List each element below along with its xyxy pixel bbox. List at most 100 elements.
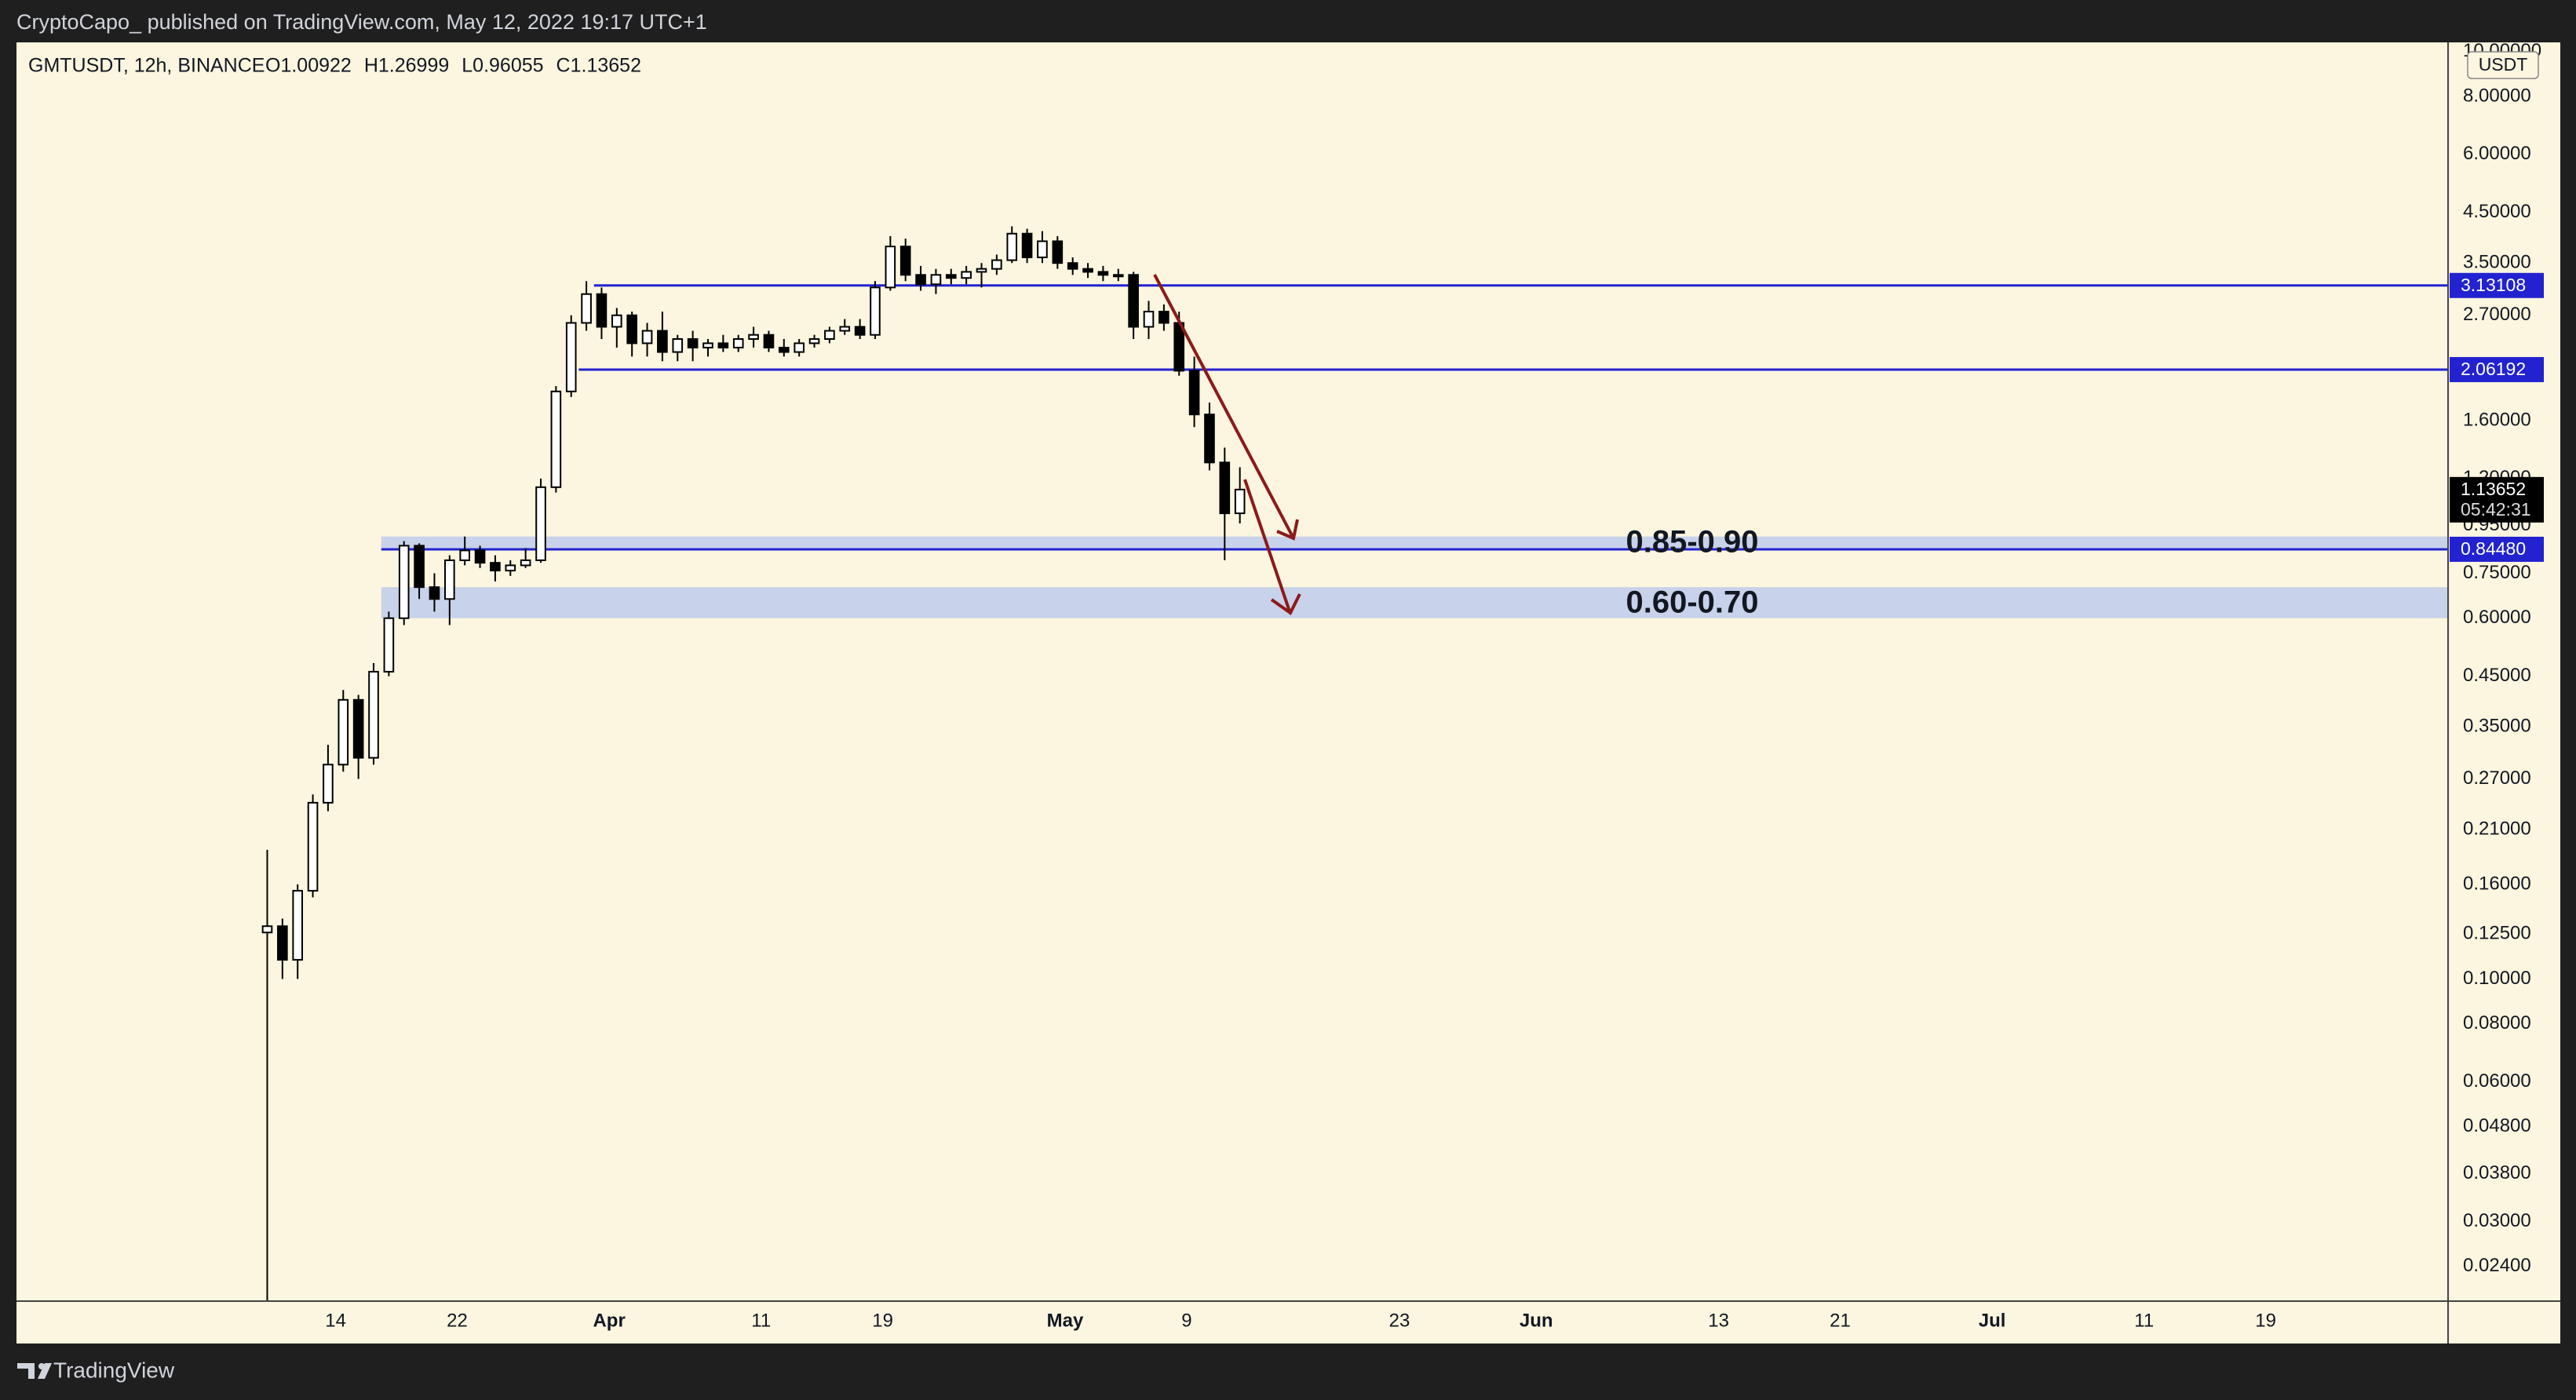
candle-body <box>338 698 349 766</box>
arrow-head <box>1270 593 1301 615</box>
candle-body <box>702 342 713 348</box>
y-tick-label: 0.16000 <box>2463 873 2531 894</box>
y-tick-label: 0.03800 <box>2463 1162 2531 1183</box>
y-tick-label: 0.45000 <box>2463 665 2531 686</box>
publisher: CryptoCapo_ published on TradingView.com… <box>16 10 707 34</box>
candle-body <box>748 334 759 341</box>
logo <box>38 1363 45 1369</box>
candle-body <box>261 925 273 934</box>
zone-label: 0.85-0.90 <box>1626 525 1758 560</box>
candle-body <box>581 293 592 324</box>
candle-body <box>1006 232 1018 261</box>
brand: TradingView <box>17 1358 175 1382</box>
candle-body <box>398 545 410 619</box>
candle-body <box>307 801 319 892</box>
candle-body <box>1234 488 1246 515</box>
candle-body <box>611 314 622 328</box>
arrow <box>1153 274 1294 538</box>
price-box <box>2450 356 2544 382</box>
x-tick-label: Jul <box>1979 1310 2006 1331</box>
x-tick-label: 9 <box>1181 1310 1191 1331</box>
y-tick-label: 4.50000 <box>2463 201 2531 222</box>
candle-body <box>596 293 608 328</box>
candle-body <box>277 925 288 961</box>
candle-body <box>915 274 926 286</box>
candle-body <box>641 330 653 345</box>
y-tick-label: 0.60000 <box>2463 607 2531 628</box>
candle-body <box>626 314 637 345</box>
y-tick-label: 0.03000 <box>2463 1210 2531 1231</box>
candle-body <box>490 562 501 572</box>
candle-body <box>839 326 851 332</box>
candle-body <box>368 670 379 759</box>
candle-body <box>550 390 562 488</box>
y-tick-label: 2.70000 <box>2463 304 2531 325</box>
candle-body <box>459 549 471 561</box>
price-box-label: 2.06192 <box>2461 359 2526 379</box>
candle-body <box>870 286 881 336</box>
candle-body <box>732 338 744 348</box>
candle-body <box>1052 240 1064 264</box>
candle-body <box>854 326 866 336</box>
candle-body <box>429 586 440 600</box>
y-tick-label: 0.27000 <box>2463 767 2531 789</box>
price-box-label: 3.13108 <box>2461 275 2526 295</box>
candle-body <box>1021 232 1033 258</box>
last-price-box <box>2450 476 2544 523</box>
candle-body <box>778 346 790 353</box>
x-tick-label: 19 <box>872 1310 893 1331</box>
y-tick-label: 0.10000 <box>2463 968 2531 989</box>
candle-body <box>794 342 805 353</box>
y-tick-label: 0.06000 <box>2463 1070 2531 1092</box>
y-tick-label: 0.02400 <box>2463 1255 2531 1276</box>
candle-body <box>292 890 304 961</box>
countdown: 05:42:31 <box>2461 499 2531 520</box>
ohlc-value: L0.96055 <box>462 55 543 77</box>
candle-body <box>1188 370 1200 416</box>
candle-body <box>763 334 775 348</box>
x-tick-label: 11 <box>2134 1310 2154 1331</box>
ohlc-value: O1.00922 <box>265 55 352 77</box>
x-tick-label: Apr <box>593 1310 625 1331</box>
brand-name: TradingView <box>53 1358 175 1382</box>
candle-body <box>687 338 699 348</box>
y-tick-label: 0.75000 <box>2463 562 2531 583</box>
chart-panel <box>16 42 2560 1343</box>
x-tick-label: Jun <box>1520 1310 1553 1331</box>
x-tick-label: 14 <box>325 1310 346 1331</box>
candle-body <box>1112 274 1124 278</box>
candle-body <box>414 545 425 589</box>
x-tick-label: 11 <box>751 1310 771 1331</box>
x-tick-label: May <box>1047 1310 1084 1331</box>
candle-body <box>505 564 516 572</box>
candle-body <box>1067 262 1078 270</box>
candle-body <box>520 559 531 567</box>
y-tick-label: 0.35000 <box>2463 715 2531 736</box>
x-tick-label: 19 <box>2255 1310 2276 1331</box>
candle-body <box>1204 414 1215 464</box>
x-tick-label: 13 <box>1708 1310 1729 1331</box>
y-tick-label: 0.08000 <box>2463 1012 2531 1034</box>
arrow <box>1243 479 1291 612</box>
candle-body <box>930 274 942 286</box>
y-tick-label: 6.00000 <box>2463 143 2531 164</box>
candle-body <box>657 330 668 353</box>
candle-body <box>383 617 395 673</box>
candle-body <box>1219 461 1231 515</box>
plot <box>261 226 2448 1301</box>
candle-body <box>352 698 364 759</box>
currency: USDT <box>2479 54 2528 75</box>
candle-body <box>945 274 957 279</box>
y-tick-label: 8.00000 <box>2463 85 2531 106</box>
candle-body <box>1037 240 1048 258</box>
candle-body <box>808 338 820 345</box>
last-price: 1.13652 <box>2461 479 2526 499</box>
candle-body <box>535 486 546 561</box>
candle-body <box>444 559 455 600</box>
candle-body <box>1082 268 1093 273</box>
candle-body <box>899 246 911 276</box>
candle-body <box>474 549 486 564</box>
candle-body <box>323 764 334 804</box>
currency-box <box>2467 51 2539 79</box>
